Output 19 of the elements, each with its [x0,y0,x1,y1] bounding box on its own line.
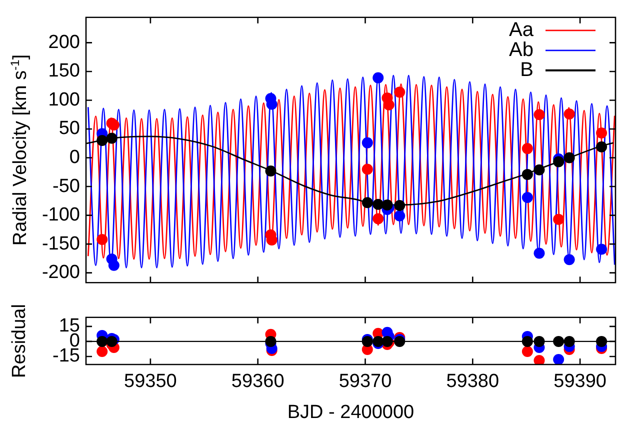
y-tick-label: 50 [58,118,80,140]
legend-label: Ab [509,38,534,61]
legend-label: B [520,58,534,81]
x-tick-label: 59370 [338,371,392,392]
y-tick-label: 150 [48,60,80,82]
x-tick-label: 59360 [231,371,284,392]
y-tick-label: 200 [48,32,80,53]
y-tick-label: -150 [42,233,80,254]
y-tick-label: -200 [42,262,80,284]
y-tick-label: 100 [48,89,80,110]
y-tick-label: -50 [52,176,80,197]
y-axis-title: Residual [9,304,31,378]
x-tick-label: 59380 [446,371,500,392]
x-tick-label: 59390 [554,371,606,392]
x-tick-label: 59350 [124,371,177,392]
x-axis-title: BJD - 2400000 [287,402,414,423]
y-tick-label: -100 [42,204,80,226]
legend-label: Aa [509,18,534,41]
y-tick-label: 0 [69,147,80,168]
